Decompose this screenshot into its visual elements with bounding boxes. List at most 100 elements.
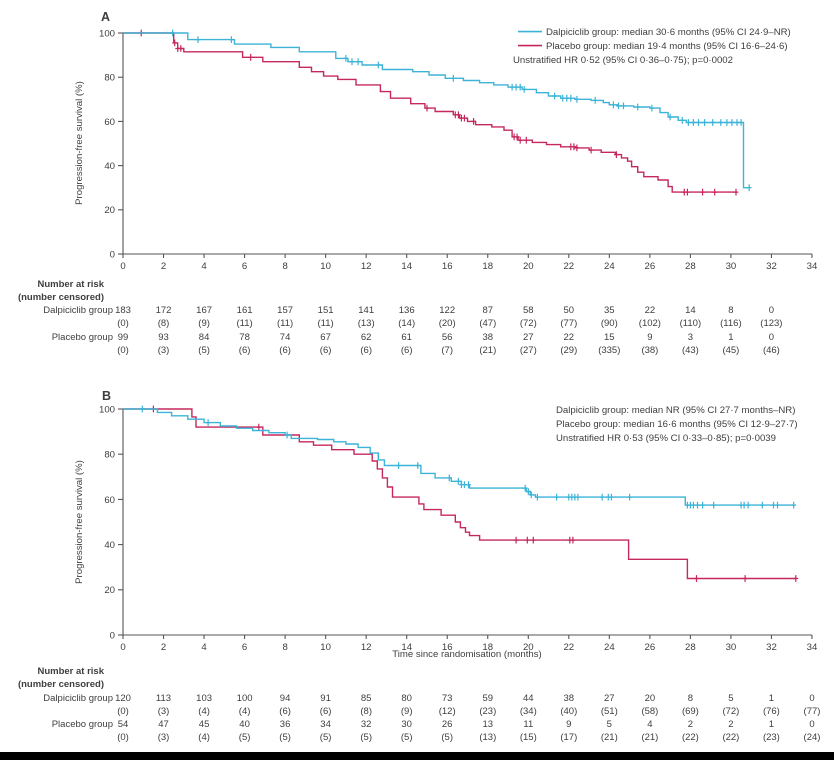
table-b-risk-count: 27	[604, 693, 615, 704]
table-a-risk-censored-count: (0)	[117, 318, 129, 329]
table-a-risk-count: 8	[728, 305, 734, 316]
table-b-risk-censored-count: (22)	[722, 732, 740, 743]
table-b-risk-count: 38	[563, 693, 575, 704]
x-tick-label: 4	[201, 642, 207, 653]
table-b-risk-censored-count: (3)	[157, 732, 170, 743]
legend-label: Unstratified HR 0·53 (95% CI 0·33–0·85);…	[556, 433, 776, 444]
risk-b-row-label-dalpiciclib: Dalpiciclib group	[43, 693, 113, 704]
x-tick-label: 4	[201, 261, 207, 272]
table-b-risk-count: 47	[158, 719, 169, 730]
x-tick-label: 20	[523, 642, 534, 653]
table-a-risk-censored-count: (11)	[276, 318, 294, 329]
table-b-risk-censored-count: (5)	[360, 732, 372, 743]
x-tick-label: 24	[604, 642, 615, 653]
table-a-risk-censored-count: (14)	[398, 318, 416, 329]
table-b-risk-count: 103	[196, 693, 213, 704]
x-tick-label: 24	[604, 261, 615, 272]
table-b-risk-count: 85	[360, 693, 372, 704]
table-a-risk-count: 15	[604, 332, 615, 343]
table-a-risk-count: 0	[768, 305, 775, 316]
table-b-risk-censored-count: (58)	[641, 706, 659, 717]
table-a-risk-count: 50	[563, 305, 575, 316]
legend-label: Dalpiciclib group: median 30·6 months (9…	[546, 27, 791, 38]
x-tick-label: 16	[442, 261, 453, 272]
table-a-risk-censored-count: (8)	[157, 318, 170, 329]
x-tick-label: 8	[282, 642, 287, 653]
table-a-risk-censored-count: (11)	[317, 318, 334, 329]
censor-marks-dalpiciclib-group	[139, 405, 797, 509]
table-a-risk-censored-count: (6)	[238, 345, 251, 356]
table-b-risk-count: 120	[115, 693, 131, 704]
table-a-risk-count: 167	[196, 305, 213, 316]
table-a-risk-censored-count: (9)	[198, 318, 210, 329]
km-curve-placebo-group	[123, 32, 737, 193]
bottom-rule	[0, 752, 834, 760]
table-b-risk-censored-count: (76)	[762, 706, 780, 717]
table-b-risk-count: 0	[809, 693, 815, 704]
table-b-risk-censored-count: (5)	[319, 732, 332, 743]
table-b-risk-censored-count: (15)	[519, 732, 537, 743]
table-b-risk-count: 59	[482, 693, 494, 704]
x-tick-label: 12	[361, 261, 372, 272]
table-b-risk-censored-count: (5)	[441, 732, 453, 743]
table-a-risk-count: 22	[563, 332, 575, 343]
table-b-risk-censored-count: (51)	[600, 706, 618, 717]
table-a-risk-count: 67	[320, 332, 331, 343]
table-b-risk-censored-count: (21)	[641, 732, 659, 743]
legend-label: Placebo group: median 16·6 months (95% C…	[556, 419, 798, 430]
table-a-risk-count: 141	[358, 305, 375, 316]
risk-a-row-label-placebo: Placebo group	[51, 332, 113, 343]
table-a-risk-count: 35	[604, 305, 615, 316]
table-a-risk-censored-count: (102)	[638, 318, 661, 329]
x-tick-label: 26	[645, 642, 656, 653]
table-a-risk-count: 22	[644, 305, 656, 316]
table-a-risk-count: 3	[687, 332, 694, 343]
censor-marks-dalpiciclib-group	[170, 29, 752, 192]
km-curve-dalpiciclib-group	[123, 32, 751, 189]
table-b-risk-count: 113	[155, 693, 172, 704]
table-a-risk-count: 0	[768, 332, 775, 343]
table-a-risk-censored-count: (116)	[720, 318, 742, 329]
table-a-risk-count: 99	[117, 332, 129, 343]
y-tick-label: 100	[99, 404, 115, 415]
table-a-risk-censored-count: (0)	[117, 345, 129, 356]
x-tick-label: 28	[685, 261, 696, 272]
table-a-risk-censored-count: (43)	[681, 345, 699, 356]
x-tick-label: 20	[523, 261, 534, 272]
table-b-risk-censored-count: (23)	[479, 706, 497, 717]
table-a-risk-censored-count: (47)	[479, 318, 497, 329]
table-b-risk-censored-count: (0)	[117, 706, 129, 717]
table-a-risk-censored-count: (72)	[519, 318, 537, 329]
x-tick-label: 2	[161, 642, 166, 653]
table-b-risk-censored-count: (12)	[438, 706, 456, 717]
x-tick-label: 34	[807, 261, 818, 272]
x-tick-label: 2	[161, 261, 166, 272]
x-tick-label: 32	[766, 642, 777, 653]
table-a-risk-censored-count: (77)	[560, 318, 578, 329]
table-b-risk-count: 11	[523, 719, 534, 730]
table-b-risk-count: 4	[647, 719, 653, 730]
legend-label: Placebo group: median 19·4 months (95% C…	[546, 41, 788, 52]
table-b-risk-count: 9	[566, 719, 572, 730]
table-b-risk-censored-count: (23)	[762, 732, 780, 743]
x-tick-label: 26	[645, 261, 656, 272]
table-b-risk-censored-count: (0)	[117, 732, 129, 743]
table-b-risk-count: 73	[441, 693, 453, 704]
x-tick-label: 18	[482, 642, 493, 653]
risk-b-title-line2: (number censored)	[17, 679, 104, 690]
table-a-risk-censored-count: (7)	[441, 345, 453, 356]
table-b-risk-count: 80	[401, 693, 412, 704]
x-tick-label: 32	[766, 261, 777, 272]
risk-b-row-label-placebo: Placebo group	[51, 719, 113, 730]
table-b-risk-censored-count: (21)	[600, 732, 618, 743]
table-b-risk-count: 40	[239, 719, 250, 730]
y-tick-label: 80	[104, 73, 115, 84]
table-b-risk-count: 1	[768, 719, 775, 730]
table-a-risk-count: 9	[647, 332, 653, 343]
table-b-risk-count: 2	[687, 719, 694, 730]
table-a-risk-censored-count: (6)	[279, 345, 291, 356]
table-b-risk-count: 45	[198, 719, 210, 730]
table-a-risk-censored-count: (29)	[560, 345, 578, 356]
